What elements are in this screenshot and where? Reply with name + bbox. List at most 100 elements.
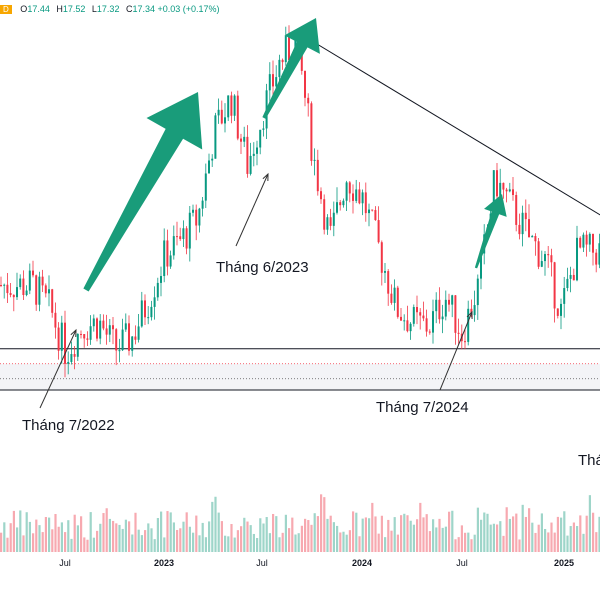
candle-body [547,254,550,256]
volume-bar [182,521,185,552]
open-label: O [20,4,28,14]
volume-bar [531,522,534,552]
candle-body [105,328,108,335]
candle-body [348,182,351,194]
volume-bar [233,537,236,552]
volume-bar [73,514,76,552]
x-tick-label: Jul [59,558,71,568]
resistance-trendline [299,33,600,216]
pointer-jul-2022-head [70,328,77,338]
candle-body [336,202,338,213]
volume-bar [547,532,550,552]
candle-body [182,228,185,240]
candle-body [140,300,143,327]
volume-bar [227,536,230,552]
candle-body [44,285,47,294]
volume-bar [166,511,169,552]
candle-body [518,224,521,235]
volume-bar [374,516,377,552]
volume-bar [419,502,422,552]
volume-bar [528,508,531,552]
uptrend-arrow-2022 [83,92,203,292]
candle-body [467,308,470,342]
trendlines-layer [39,33,600,409]
volume-bar [473,534,476,552]
candle-body [256,147,258,154]
pointer-jun-2023 [235,173,269,247]
volume-bar [553,532,556,552]
annotation-cut: Thá [578,452,600,469]
candle-body [12,294,15,298]
volume-bar [230,524,233,552]
candle-body [425,318,428,332]
volume-bar [505,507,508,552]
volume-bar [185,512,188,552]
candle-body [566,278,569,289]
volume-bar [368,518,371,552]
volume-bar [291,517,294,552]
candle-body [550,255,553,263]
candle-body [124,323,127,330]
candle-body [342,200,345,206]
volume-bar [198,535,201,552]
candle-body [368,209,370,214]
x-tick-label: 2024 [351,558,373,568]
candle-body [185,228,188,249]
candle-body [371,209,374,211]
uptrend-arrow-2024 [474,194,507,269]
candle-body [156,282,159,298]
volume-bar [147,523,150,552]
volume-bar [592,512,595,552]
volume-bar [118,524,121,552]
candle-body [524,212,527,220]
volume-bar [483,512,486,552]
candle-body [70,354,73,362]
volume-bar [275,516,278,552]
volume-bar [25,512,28,552]
candle-body [540,261,543,267]
candle-body [147,317,150,319]
candle-body [99,320,102,339]
volume-bar [179,528,182,552]
candle-body [83,334,86,339]
candle-body [396,287,399,317]
volume-bar [284,514,287,552]
volume-bar [80,516,83,552]
candle-body [515,195,518,225]
volume-bar [489,524,492,552]
volume-bar [89,512,92,552]
candle-body [224,117,226,124]
volume-bar [83,537,86,552]
candle-body [339,202,342,206]
candle-body [16,287,18,298]
volume-bar [172,522,175,552]
candle-body [380,242,383,273]
volume-bar [169,512,172,552]
candle-body [243,136,246,142]
candle-body [128,323,130,351]
volume-bar [297,533,300,552]
volume-layer [0,494,600,552]
support-zone [0,363,600,390]
volume-bar [214,496,217,552]
volume-bar [32,533,35,552]
annotation-jul-2022: Tháng 7/2022 [22,417,115,434]
candle-body [502,182,505,190]
candle-body [435,299,438,312]
volume-bar [508,518,511,552]
volume-bar [400,515,403,552]
volume-bar [371,502,374,552]
candle-body [582,234,585,248]
volume-bar [211,501,214,552]
candle-body [240,138,242,142]
candle-body [272,74,274,87]
ohlc-legend: D O17.44 H17.52 L17.32 C17.34 +0.03 (+0.… [0,4,220,14]
candle-body [131,336,134,351]
candle-body [236,95,239,139]
volume-bar [105,508,108,552]
candle-body [531,236,534,238]
volume-bar [499,521,502,552]
volume-bar [515,513,518,552]
candle-body [268,74,271,91]
